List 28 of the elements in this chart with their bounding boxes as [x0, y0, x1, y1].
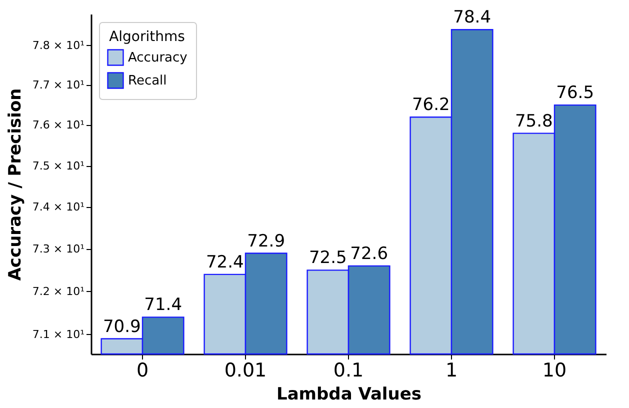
x-tick-label: 0.01: [224, 360, 267, 382]
data-label: 71.4: [144, 295, 182, 316]
y-tick-label: 7.6 × 10¹: [32, 118, 84, 132]
y-tick-label: 7.8 × 10¹: [32, 38, 84, 52]
data-label: 72.6: [350, 244, 388, 264]
x-tick-label: 10: [542, 360, 567, 382]
data-label: 72.9: [247, 231, 286, 252]
data-label: 75.8: [514, 111, 553, 132]
data-label: 76.2: [412, 95, 450, 116]
y-tick-label: 7.4 × 10¹: [32, 200, 84, 214]
data-label: 76.5: [556, 83, 594, 104]
y-tick-label: 7.3 × 10¹: [32, 242, 84, 256]
data-label: 70.9: [102, 316, 141, 337]
data-label: 78.4: [453, 8, 492, 28]
y-tick-label: 7.7 × 10¹: [32, 78, 84, 92]
x-tick-label: 1: [445, 360, 458, 382]
x-axis-title: Lambda Values: [276, 384, 422, 404]
legend-label: Recall: [128, 74, 167, 88]
data-label: 72.5: [308, 248, 347, 268]
y-tick-label: 7.2 × 10¹: [32, 284, 84, 298]
x-tick-label: 0.1: [333, 360, 364, 382]
y-tick-label: 7.5 × 10¹: [32, 159, 84, 172]
y-tick-label: 7.1 × 10¹: [32, 328, 84, 341]
y-axis-title: Accuracy / Precision: [5, 88, 26, 281]
data-label: 72.4: [206, 252, 244, 272]
legend-title: Algorithms: [109, 29, 185, 45]
x-tick-label: 0: [136, 360, 149, 382]
legend-label: Accuracy: [128, 50, 188, 66]
